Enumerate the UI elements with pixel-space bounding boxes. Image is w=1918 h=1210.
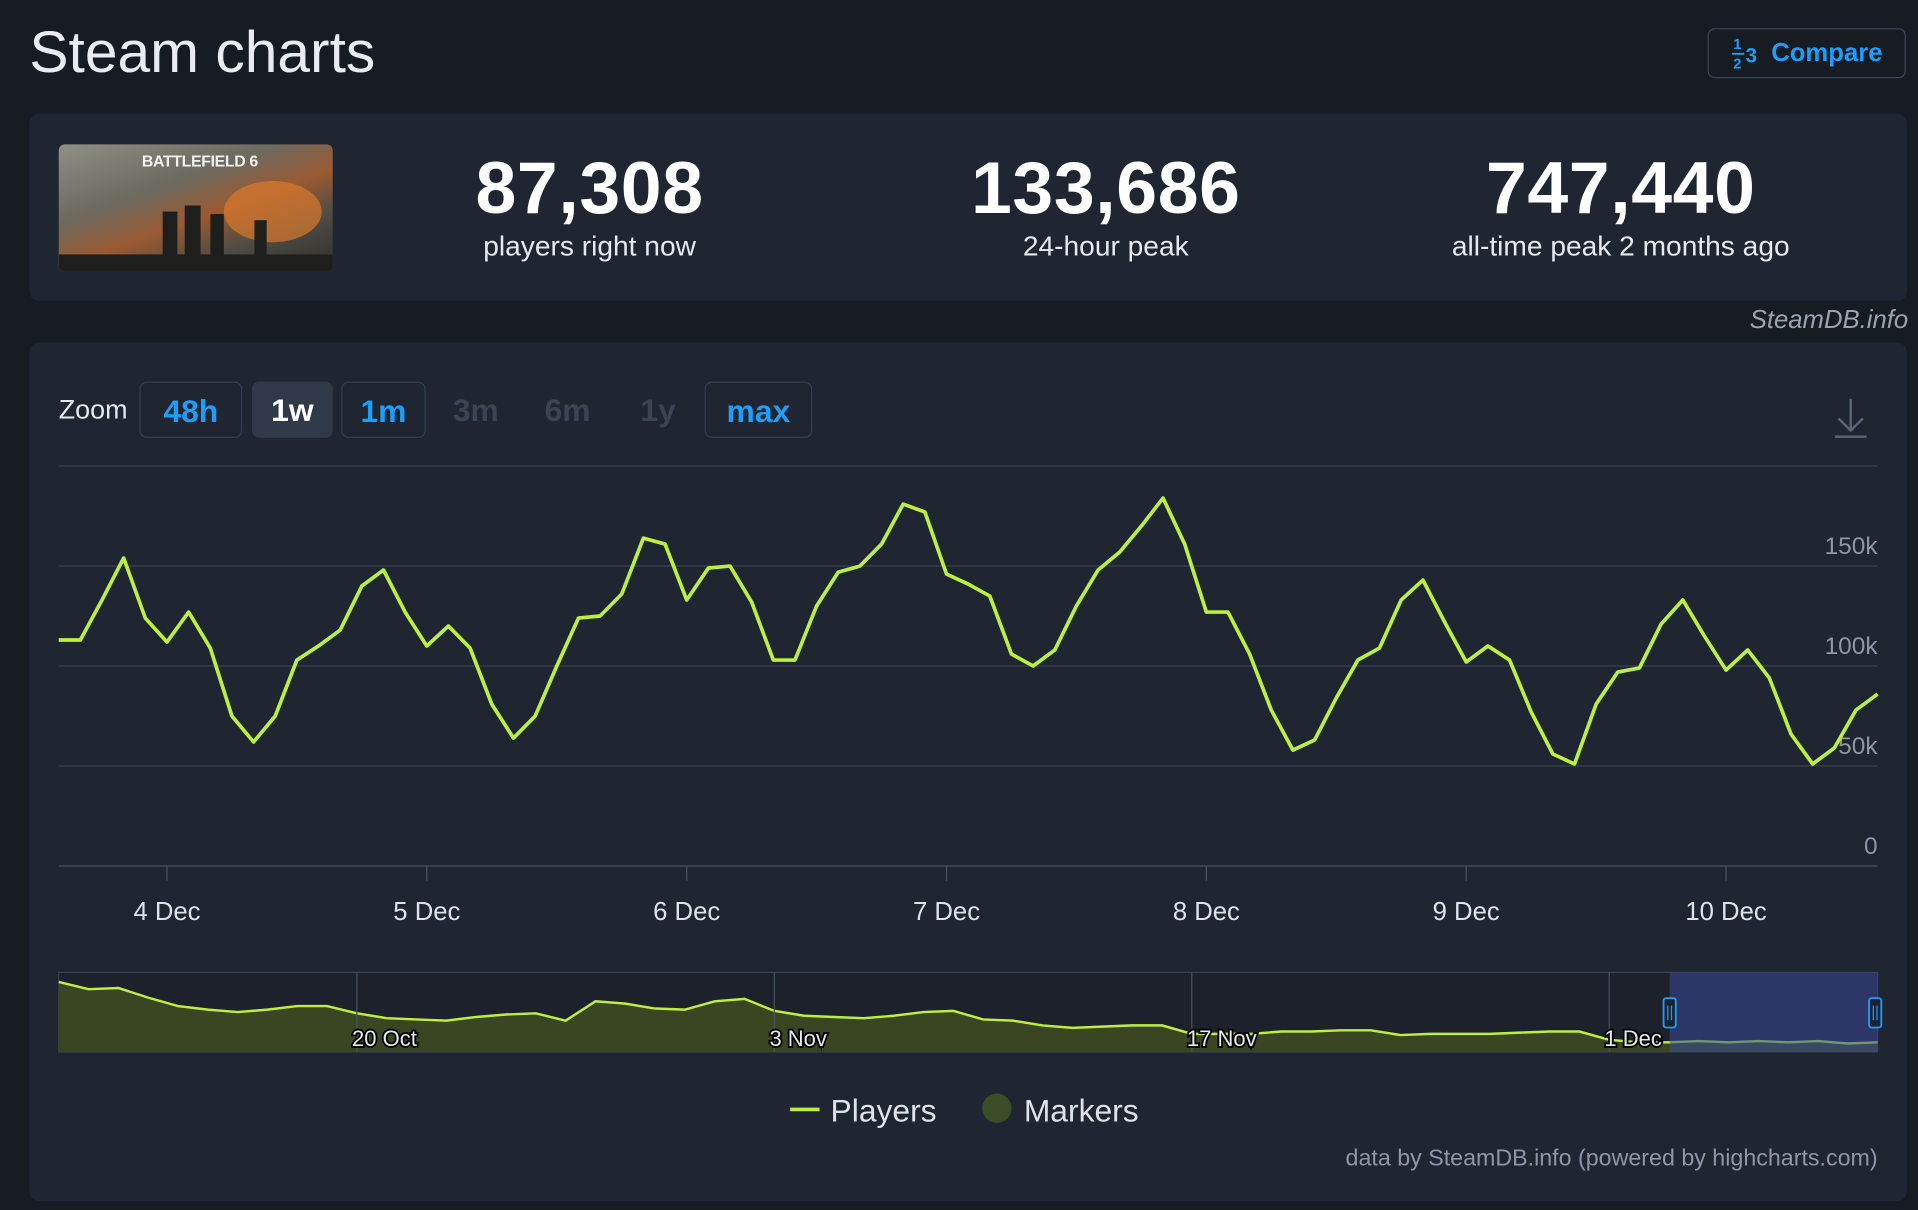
stat-value: 747,440 bbox=[1485, 146, 1756, 229]
zoom-button[interactable]: max bbox=[704, 381, 813, 438]
stat-block: 747,440 all-time peak 2 months ago bbox=[1401, 149, 1841, 264]
zoom-button[interactable]: 1w bbox=[251, 381, 333, 438]
series-line bbox=[58, 496, 1879, 766]
download-icon[interactable] bbox=[1834, 398, 1867, 438]
chart-credit: data by SteamDB.info (powered by highcha… bbox=[1346, 1145, 1878, 1171]
stat-label: players right now bbox=[483, 229, 696, 262]
zoom-label: Zoom bbox=[58, 393, 128, 425]
stat-value: 87,308 bbox=[475, 146, 704, 229]
x-tick-label: 5 Dec bbox=[393, 898, 460, 926]
game-image[interactable]: BATTLEFIELD 6 bbox=[58, 144, 333, 272]
zoom-button: 3m bbox=[452, 391, 499, 429]
zoom-button: 6m bbox=[544, 391, 591, 429]
navigator-handle[interactable] bbox=[1868, 997, 1883, 1029]
navigator-line bbox=[58, 980, 1878, 1045]
navigator-tick-label: 17 Nov bbox=[1187, 1026, 1257, 1051]
legend-swatch bbox=[982, 1093, 1012, 1123]
svg-text:1: 1 bbox=[1733, 37, 1741, 53]
legend-label: Players bbox=[831, 1093, 937, 1129]
zoom-button: 1y bbox=[640, 391, 676, 429]
handle-body bbox=[1868, 997, 1883, 1029]
navigator-tick-label: 3 Nov bbox=[769, 1026, 826, 1051]
x-tick-label: 10 Dec bbox=[1685, 898, 1767, 926]
source-label[interactable]: SteamDB.info bbox=[1749, 305, 1909, 334]
game-name: BATTLEFIELD 6 bbox=[141, 151, 258, 171]
navigator-tick-label: 20 Oct bbox=[352, 1026, 417, 1051]
stat-value: 133,686 bbox=[970, 146, 1241, 229]
y-tick-label: 0 bbox=[1864, 833, 1878, 860]
x-tick-label: 6 Dec bbox=[653, 898, 720, 926]
chart-panel bbox=[29, 342, 1907, 1202]
compare-label: Compare bbox=[1771, 39, 1883, 68]
stat-block: 87,308 players right now bbox=[369, 149, 809, 264]
compare-icon: 1 2 3 bbox=[1732, 37, 1758, 72]
svg-text:2: 2 bbox=[1733, 56, 1741, 72]
x-tick-label: 4 Dec bbox=[133, 898, 200, 926]
zoom-button[interactable]: 1m bbox=[341, 381, 426, 438]
x-tick-label: 8 Dec bbox=[1173, 898, 1240, 926]
game-art bbox=[58, 181, 333, 272]
legend-label: Markers bbox=[1024, 1093, 1139, 1129]
stats-panel bbox=[29, 113, 1907, 301]
navigator-handle[interactable] bbox=[1662, 997, 1677, 1029]
x-tick-label: 7 Dec bbox=[913, 898, 980, 926]
legend-item[interactable]: Players bbox=[790, 1093, 937, 1129]
y-tick-label: 50k bbox=[1838, 733, 1878, 760]
page-title: Steam charts bbox=[29, 20, 376, 86]
stat-label: 24-hour peak bbox=[1022, 229, 1189, 262]
stat-block: 133,686 24-hour peak bbox=[886, 149, 1326, 264]
y-tick-label: 100k bbox=[1825, 633, 1879, 660]
handle-body bbox=[1662, 997, 1677, 1029]
navigator-tick-label: 1 Dec bbox=[1604, 1026, 1661, 1051]
legend-item[interactable]: Markers bbox=[982, 1093, 1139, 1129]
x-tick-label: 9 Dec bbox=[1433, 898, 1500, 926]
svg-text:3: 3 bbox=[1746, 44, 1758, 67]
stat-label: all-time peak 2 months ago bbox=[1451, 229, 1790, 262]
zoom-button[interactable]: 48h bbox=[139, 381, 243, 438]
y-tick-label: 150k bbox=[1825, 533, 1879, 560]
navigator-selection bbox=[1669, 972, 1878, 1052]
